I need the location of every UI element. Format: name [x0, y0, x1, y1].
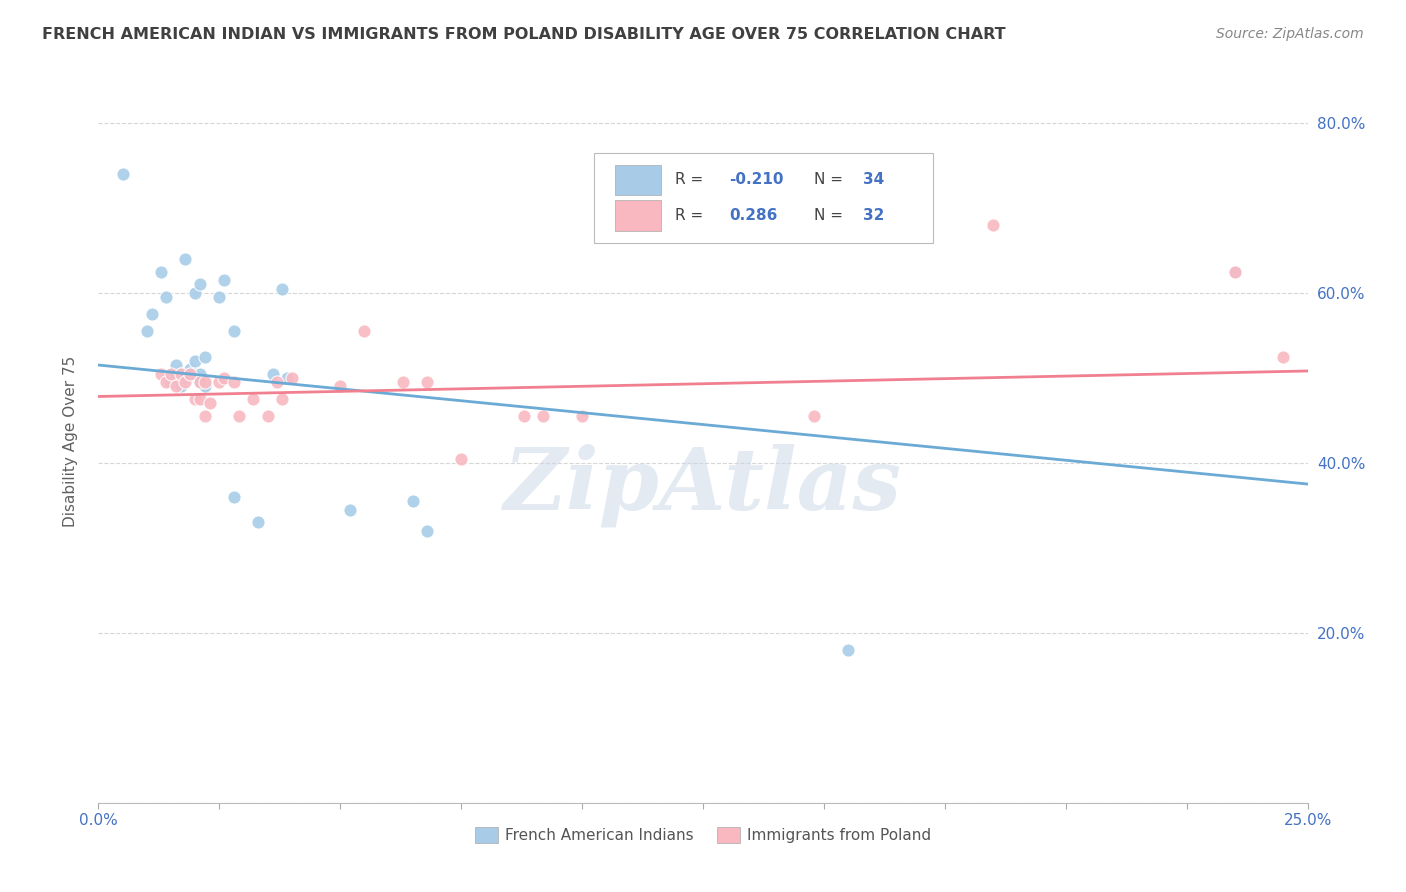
- Point: [150, 264, 173, 278]
- Point: [256, 409, 278, 423]
- Point: [179, 367, 201, 381]
- FancyBboxPatch shape: [614, 165, 661, 195]
- Point: [194, 375, 217, 389]
- Text: N =: N =: [814, 172, 848, 187]
- Point: [276, 371, 298, 385]
- Point: [174, 375, 197, 389]
- Point: [416, 524, 439, 538]
- Point: [271, 281, 294, 295]
- Point: [450, 451, 472, 466]
- Point: [179, 362, 201, 376]
- Point: [571, 409, 593, 423]
- Point: [339, 502, 361, 516]
- Text: R =: R =: [675, 208, 709, 223]
- Point: [188, 277, 211, 292]
- Point: [222, 375, 245, 389]
- Point: [188, 367, 211, 381]
- Point: [194, 379, 217, 393]
- Point: [188, 392, 211, 406]
- Point: [184, 392, 207, 406]
- Point: [169, 379, 191, 393]
- Point: [208, 290, 231, 304]
- Point: [194, 350, 217, 364]
- Legend: French American Indians, Immigrants from Poland: French American Indians, Immigrants from…: [468, 822, 938, 849]
- Point: [184, 285, 207, 300]
- Point: [188, 375, 211, 389]
- Point: [160, 375, 183, 389]
- Point: [1223, 264, 1246, 278]
- Text: 34: 34: [863, 172, 884, 187]
- Point: [141, 307, 163, 321]
- Point: [262, 367, 284, 381]
- Point: [179, 367, 201, 381]
- Point: [155, 375, 177, 389]
- FancyBboxPatch shape: [595, 153, 932, 243]
- Point: [271, 392, 294, 406]
- Point: [837, 642, 859, 657]
- Point: [160, 367, 183, 381]
- Point: [184, 353, 207, 368]
- Point: [212, 273, 235, 287]
- Point: [222, 324, 245, 338]
- Text: R =: R =: [675, 172, 709, 187]
- Point: [329, 379, 352, 393]
- Point: [198, 396, 221, 410]
- Point: [111, 167, 134, 181]
- Point: [135, 324, 157, 338]
- Point: [531, 409, 554, 423]
- Text: FRENCH AMERICAN INDIAN VS IMMIGRANTS FROM POLAND DISABILITY AGE OVER 75 CORRELAT: FRENCH AMERICAN INDIAN VS IMMIGRANTS FRO…: [42, 27, 1005, 42]
- Text: -0.210: -0.210: [730, 172, 785, 187]
- Point: [242, 392, 264, 406]
- Point: [165, 367, 187, 381]
- Point: [1272, 350, 1295, 364]
- Point: [281, 371, 304, 385]
- Point: [188, 375, 211, 389]
- FancyBboxPatch shape: [614, 200, 661, 230]
- Point: [160, 367, 183, 381]
- Text: 32: 32: [863, 208, 884, 223]
- Point: [174, 252, 197, 266]
- Point: [222, 490, 245, 504]
- Point: [169, 367, 191, 381]
- Point: [266, 375, 288, 389]
- Text: N =: N =: [814, 208, 848, 223]
- Point: [194, 409, 217, 423]
- Point: [212, 371, 235, 385]
- Point: [981, 218, 1004, 232]
- Text: Source: ZipAtlas.com: Source: ZipAtlas.com: [1216, 27, 1364, 41]
- Point: [392, 375, 415, 389]
- Point: [228, 409, 250, 423]
- Point: [155, 290, 177, 304]
- Point: [803, 409, 825, 423]
- Point: [169, 367, 191, 381]
- Point: [513, 409, 536, 423]
- Y-axis label: Disability Age Over 75: Disability Age Over 75: [63, 356, 77, 527]
- Point: [208, 375, 231, 389]
- Point: [165, 375, 187, 389]
- Point: [416, 375, 439, 389]
- Point: [174, 371, 197, 385]
- Point: [150, 367, 173, 381]
- Point: [165, 379, 187, 393]
- Point: [402, 494, 425, 508]
- Point: [1223, 264, 1246, 278]
- Point: [247, 516, 270, 530]
- Point: [165, 358, 187, 372]
- Text: ZipAtlas: ZipAtlas: [503, 443, 903, 526]
- Text: 0.286: 0.286: [730, 208, 778, 223]
- Point: [353, 324, 375, 338]
